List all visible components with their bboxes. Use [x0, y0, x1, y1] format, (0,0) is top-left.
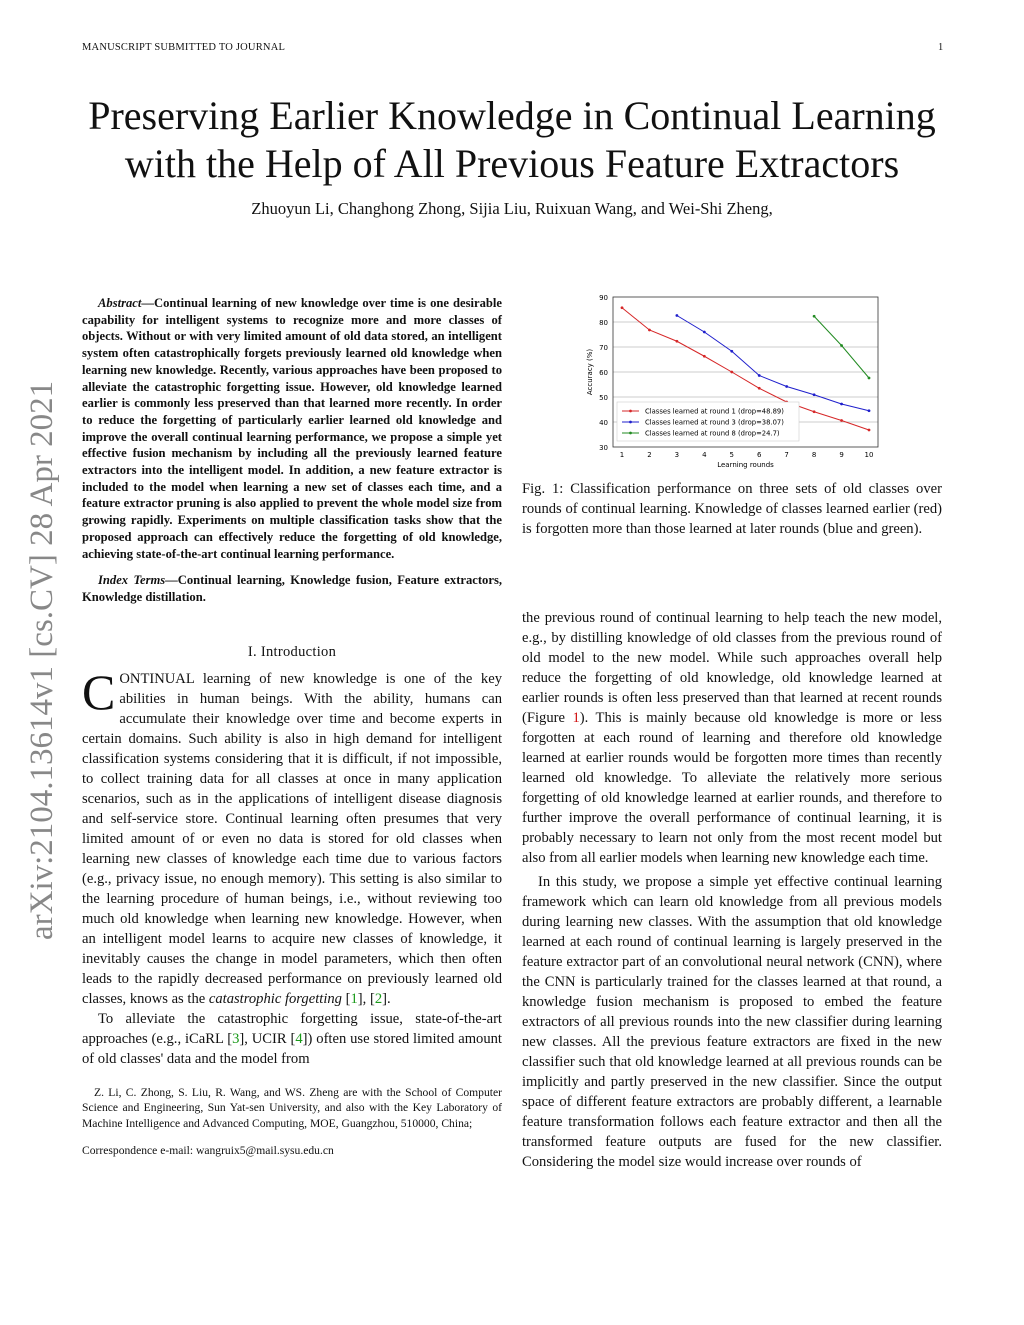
- intro-paragraph: C ONTINUAL learning of new knowledge is o…: [82, 663, 502, 1007]
- data-point: [840, 419, 843, 422]
- y-tick-label: 40: [599, 419, 608, 427]
- index-terms: Index Terms—Continual learning, Knowledg…: [82, 572, 502, 605]
- x-tick-label: 5: [730, 451, 734, 459]
- arxiv-stamp: arXiv:2104.13614v1 [cs.CV] 28 Apr 2021: [24, 380, 60, 940]
- intro-text: ]) often use stored limited amount of ol…: [82, 1030, 502, 1067]
- data-point: [675, 314, 679, 317]
- citation-link[interactable]: 2: [374, 990, 383, 1007]
- footnote: Z. Li, C. Zhong, S. Liu, R. Wang, and WS…: [82, 1085, 502, 1130]
- emphasis: catastrophic forgetting: [208, 990, 342, 1007]
- y-tick-label: 90: [599, 294, 608, 302]
- citation-link[interactable]: 4: [295, 1030, 303, 1047]
- figure-caption: Fig. 1: Classification performance on th…: [522, 481, 942, 537]
- data-point: [812, 314, 816, 318]
- data-point: [812, 410, 816, 414]
- x-tick-label: 6: [757, 451, 762, 459]
- data-point: [867, 428, 871, 432]
- y-tick-label: 30: [599, 444, 608, 452]
- intro-text: ], UCIR [: [239, 1030, 296, 1047]
- footnote-email: Correspondence e-mail: wangruix5@mail.sy…: [82, 1143, 334, 1157]
- legend-box: [616, 401, 800, 442]
- abstract: Abstract—Continual learning of new knowl…: [82, 295, 502, 562]
- body-paragraph: In this study, we propose a simple yet e…: [522, 874, 942, 1170]
- section-heading: I. Introduction: [247, 643, 337, 660]
- series-line: [676, 315, 870, 412]
- y-tick-label: 60: [599, 369, 608, 377]
- intro-text: To alleviate the catastrophic forgetting…: [82, 1010, 502, 1047]
- title-line: Preserving Earlier Knowledge in Continua…: [88, 93, 936, 138]
- x-tick-label: 8: [812, 451, 816, 459]
- data-point: [757, 386, 761, 390]
- abstract-label: Abstract: [98, 296, 142, 310]
- data-point: [785, 385, 789, 388]
- data-point: [648, 328, 651, 332]
- accuracy-chart: 30 40 50 60 70 80 90 1 2 3 4 5 6 7 8 9 10 Learning rounds…: [586, 294, 879, 469]
- data-point: [867, 409, 871, 413]
- x-tick-label: 7: [784, 451, 788, 459]
- data-point: [812, 393, 816, 397]
- citation-link[interactable]: 3: [232, 1030, 240, 1047]
- intro-paragraph: To alleviate the catastrophic forgetting…: [82, 1009, 502, 1069]
- citation-link[interactable]: 1: [350, 990, 358, 1007]
- legend-label: Classes learned at round 8 (drop=24.7): [645, 430, 780, 438]
- intro-text: ONTINUAL learning of new knowledge is on…: [82, 670, 502, 1007]
- legend-marker: [629, 420, 632, 424]
- body-text: the previous round of continual learning…: [522, 610, 942, 726]
- index-terms-text: —Continual learning, Knowledge fusion, F…: [82, 573, 502, 604]
- legend-label: Classes learned at round 3 (drop=38.07): [645, 419, 784, 427]
- running-header: MANUSCRIPT SUBMITTED TO JOURNAL: [82, 42, 286, 53]
- right-column: the previous round of continual learning…: [522, 608, 942, 1172]
- x-tick-label: 10: [865, 451, 874, 459]
- index-terms-label: Index Terms: [98, 573, 166, 588]
- y-tick-label: 50: [599, 394, 608, 402]
- legend-marker: [629, 409, 632, 413]
- legend-marker: [629, 431, 632, 435]
- x-axis-label: Learning rounds: [717, 461, 774, 469]
- left-column: Abstract—Continual learning of new knowl…: [82, 295, 502, 1170]
- y-axis-label: Accuracy (%): [586, 349, 594, 396]
- plot-frame: [612, 296, 879, 448]
- x-tick-label: 2: [647, 451, 651, 459]
- x-tick-label: 3: [675, 451, 679, 459]
- authors: Zhuoyun Li, Changhong Zhong, Sijia Liu, …: [251, 199, 773, 218]
- y-tick-label: 80: [599, 319, 608, 327]
- data-point: [840, 344, 843, 347]
- page-number: 1: [938, 42, 944, 53]
- data-point: [730, 370, 734, 374]
- x-tick-label: 1: [620, 451, 624, 459]
- figure-link[interactable]: 1: [572, 710, 580, 726]
- data-point: [867, 376, 871, 380]
- body-text: ). This is mainly because old knowledge …: [522, 710, 942, 866]
- body-paragraph: the previous round of continual learning…: [522, 608, 942, 868]
- data-point: [620, 306, 624, 310]
- x-tick-label: 9: [839, 451, 843, 459]
- y-tick-label: 70: [599, 344, 608, 352]
- series-line: [621, 307, 870, 431]
- data-point: [757, 374, 761, 377]
- drop-cap: C: [82, 663, 116, 720]
- x-tick-label: 4: [702, 451, 707, 459]
- data-point: [840, 402, 843, 406]
- data-point: [730, 349, 734, 353]
- data-point: [702, 330, 706, 334]
- legend-label: Classes learned at round 1 (drop=48.89): [645, 408, 784, 416]
- data-point: [675, 339, 679, 343]
- abstract-text: —Continual learning of new knowledge ove…: [82, 296, 502, 561]
- title-line: with the Help of All Previous Feature Ex…: [124, 141, 900, 186]
- paper-title: Preserving Earlier Knowledge in Continua…: [0, 92, 1024, 188]
- data-point: [702, 354, 706, 358]
